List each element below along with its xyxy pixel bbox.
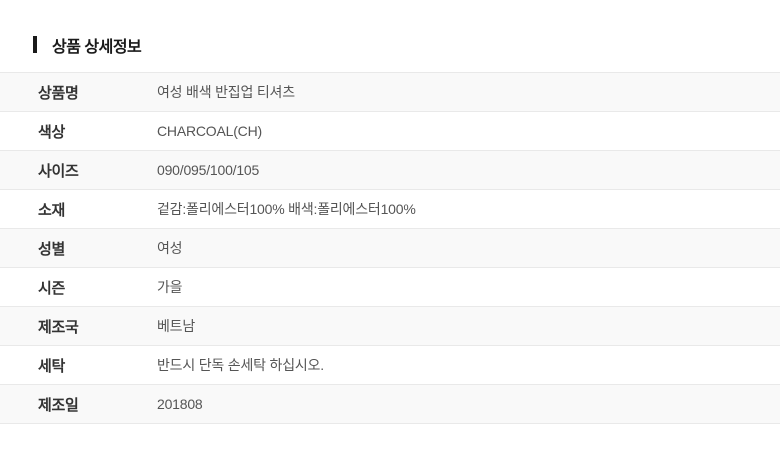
table-row: 제조국 베트남: [0, 307, 780, 346]
table-row: 성별 여성: [0, 229, 780, 268]
row-value: 겉감:폴리에스터100% 배색:폴리에스터100%: [157, 201, 416, 217]
page-title: 상품 상세정보: [52, 38, 142, 56]
title-accent-bar-icon: [33, 36, 37, 53]
row-label: 시즌: [38, 279, 66, 297]
table-row: 색상 CHARCOAL(CH): [0, 112, 780, 151]
row-label: 사이즈: [38, 162, 79, 180]
row-value: 가을: [157, 279, 183, 295]
row-value: 반드시 단독 손세탁 하십시오.: [157, 357, 324, 373]
row-label: 상품명: [38, 84, 79, 102]
row-label: 색상: [38, 123, 66, 141]
table-row: 상품명 여성 배색 반집업 티셔츠: [0, 73, 780, 112]
table-row: 세탁 반드시 단독 손세탁 하십시오.: [0, 346, 780, 385]
row-value: CHARCOAL(CH): [157, 123, 262, 139]
row-value: 여성: [157, 240, 183, 256]
row-label: 세탁: [38, 357, 66, 375]
table-row: 소재 겉감:폴리에스터100% 배색:폴리에스터100%: [0, 190, 780, 229]
row-label: 제조국: [38, 318, 79, 336]
row-label: 소재: [38, 201, 66, 219]
row-value: 베트남: [157, 318, 196, 334]
row-value: 090/095/100/105: [157, 162, 260, 178]
section-header: 상품 상세정보: [33, 36, 780, 56]
table-row: 제조일 201808: [0, 385, 780, 424]
row-label: 성별: [38, 240, 66, 258]
table-row: 시즌 가을: [0, 268, 780, 307]
row-value: 201808: [157, 396, 203, 412]
row-value: 여성 배색 반집업 티셔츠: [157, 84, 295, 100]
table-row: 사이즈 090/095/100/105: [0, 151, 780, 190]
row-label: 제조일: [38, 396, 79, 414]
